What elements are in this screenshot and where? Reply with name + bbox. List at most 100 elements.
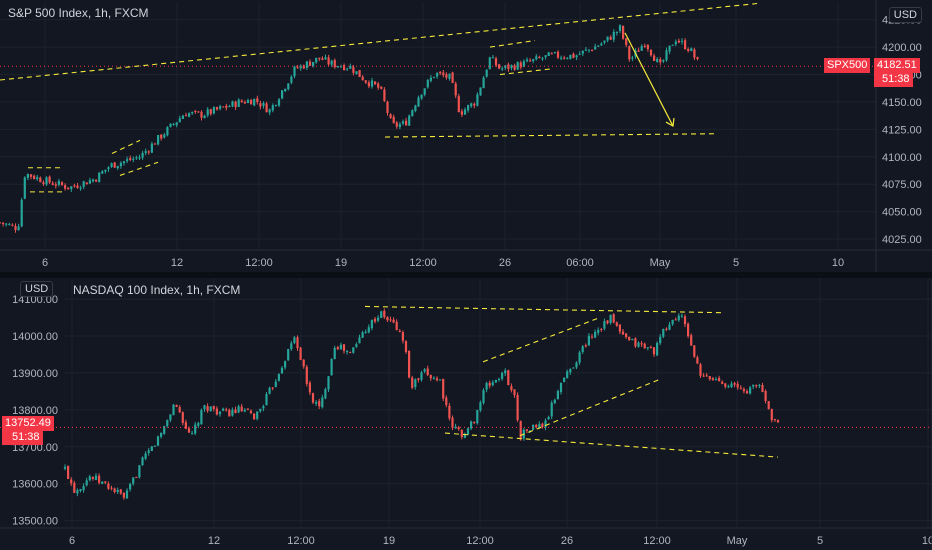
candle-body	[85, 480, 88, 486]
candle-body	[126, 159, 129, 162]
y-tick-label: 13900.00	[12, 368, 58, 380]
candle-body	[389, 319, 392, 321]
candle-body	[153, 445, 156, 447]
candle-body	[386, 317, 389, 321]
candle-body	[665, 50, 668, 61]
ndx-currency-button[interactable]: USD	[20, 281, 54, 297]
candle-body	[643, 343, 646, 349]
candle-body	[98, 172, 101, 183]
x-tick-label: 12	[208, 535, 220, 547]
candle-body	[417, 97, 420, 107]
candle-body	[70, 479, 73, 484]
candle-body	[346, 68, 349, 70]
candle-body	[237, 406, 240, 413]
candle-body	[631, 339, 634, 341]
candle-body	[767, 401, 770, 409]
candle-body	[327, 57, 330, 65]
candle-body	[315, 57, 318, 63]
candle-body	[572, 53, 575, 58]
candle-body	[392, 116, 395, 124]
x-tick-label: 26	[561, 535, 573, 547]
candle-body	[646, 347, 649, 349]
candle-body	[107, 167, 110, 170]
candle-body	[206, 406, 209, 411]
candle-body	[445, 397, 448, 405]
candle-body	[578, 352, 581, 363]
candle-body	[156, 436, 160, 446]
candle-body	[274, 104, 277, 106]
candle-body	[200, 409, 203, 425]
candle-body	[529, 60, 532, 62]
ndx-pane[interactable]: 13500.00 13600.00 13700.00 13800.00 13900.00…	[0, 278, 932, 550]
candle-body	[432, 377, 435, 379]
y-tick-label: 4050.00	[882, 207, 922, 219]
x-tick-label: 26	[499, 257, 511, 269]
candle-body	[358, 70, 361, 77]
candle-body	[191, 112, 194, 114]
candle-body	[575, 362, 578, 368]
candle-body	[246, 408, 249, 410]
candle-body	[256, 98, 259, 102]
candle-body	[277, 374, 280, 381]
candle-body	[352, 347, 355, 353]
candle-body	[696, 357, 699, 364]
candle-body	[33, 175, 36, 179]
candle-body	[129, 483, 132, 490]
candle-body	[693, 49, 696, 58]
spx-pane[interactable]: 4025.00 4050.00 4075.00 4100.00 4125.00 4150.…	[0, 0, 932, 272]
x-tick-label: 12:00	[466, 535, 494, 547]
candle-body	[67, 187, 70, 189]
candle-body	[370, 80, 374, 87]
candle-body	[535, 56, 538, 60]
candle-body	[544, 420, 547, 428]
candle-body	[73, 185, 76, 187]
candle-body	[457, 96, 460, 113]
candle-body	[467, 105, 470, 111]
candle-body	[436, 72, 439, 77]
candle-body	[606, 320, 609, 324]
candle-body	[606, 36, 609, 41]
ndx-chart[interactable]: 13500.0013600.0013700.0013800.0013900.00…	[0, 278, 932, 550]
candle-body	[621, 331, 625, 335]
candle-body	[491, 57, 494, 59]
candle-body	[253, 98, 256, 106]
candle-body	[39, 177, 42, 183]
candle-body	[612, 31, 615, 40]
spx-chart[interactable]: 4025.00 4050.00 4075.00 4100.00 4125.00 4150.…	[0, 0, 932, 272]
candle-body	[364, 331, 367, 333]
candle-body	[287, 349, 290, 361]
candle-body	[113, 162, 116, 168]
candle-body	[349, 351, 352, 353]
spx-title: S&P 500 Index, 1h, FXCM	[8, 6, 149, 20]
candle-body	[268, 387, 271, 394]
candle-body	[485, 383, 488, 390]
pane-divider[interactable]	[0, 272, 932, 278]
candle-body	[119, 162, 122, 167]
candle-body	[488, 382, 491, 386]
candle-body	[519, 421, 522, 440]
spx-currency-button[interactable]: USD	[888, 7, 922, 23]
candle-body	[513, 65, 516, 70]
candle-body	[575, 55, 578, 58]
candle-body	[104, 169, 107, 172]
x-tick-label: 6	[42, 257, 48, 269]
candle-body	[8, 224, 11, 226]
candle-body	[721, 381, 724, 384]
candle-body	[116, 489, 119, 493]
candle-body	[411, 110, 414, 117]
candle-body	[628, 336, 631, 341]
candle-body	[367, 327, 370, 333]
candle-body	[101, 481, 104, 484]
candle-body	[423, 88, 426, 95]
candle-body	[333, 60, 336, 68]
candle-body	[194, 424, 197, 434]
candle-body	[470, 421, 473, 429]
candle-body	[219, 106, 222, 109]
candle-body	[215, 408, 218, 415]
candle-body	[727, 386, 730, 388]
candle-body	[628, 46, 631, 60]
candle-body	[525, 429, 528, 431]
candle-body	[169, 123, 172, 127]
candle-body	[281, 90, 284, 99]
candle-body	[265, 394, 268, 406]
